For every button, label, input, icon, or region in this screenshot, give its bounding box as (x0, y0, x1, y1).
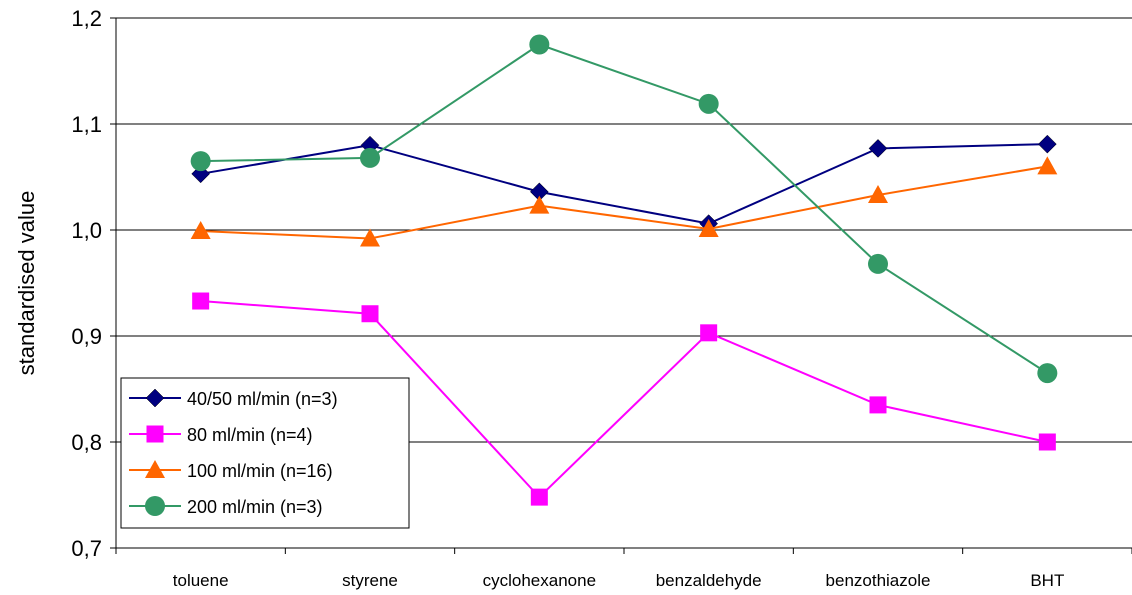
circle-marker (360, 147, 380, 168)
series-4 (190, 34, 1058, 384)
series-line (200, 165, 1048, 240)
circle-marker (190, 151, 211, 172)
x-tick-label: BHT (1030, 571, 1064, 590)
series-group (190, 34, 1058, 506)
legend-item: 200 ml/min (n=3) (129, 496, 323, 517)
triangle-marker (529, 195, 550, 214)
legend-box (120, 377, 410, 529)
legend-label: 40/50 ml/min (n=3) (187, 389, 338, 409)
series-line (200, 143, 1048, 225)
series-line (200, 300, 1048, 499)
circle-marker (1037, 363, 1058, 384)
y-tick-label: 1,0 (71, 218, 102, 243)
series-3 (190, 156, 1058, 247)
y-tick-label: 1,2 (71, 6, 102, 31)
circle-marker (868, 253, 888, 274)
triangle-marker (190, 221, 211, 240)
circle-marker (145, 496, 165, 516)
x-tick-label: cyclohexanone (483, 571, 596, 590)
y-tick-label: 0,9 (71, 324, 102, 349)
y-axis-ticks: 0,7 0,8 0,9 1,0 1,1 1,2 (71, 6, 116, 561)
legend-label: 100 ml/min (n=16) (187, 461, 333, 481)
diamond-marker (1037, 134, 1057, 154)
triangle-marker (1037, 156, 1058, 175)
square-marker (146, 425, 164, 443)
x-tick-label: benzothiazole (826, 571, 931, 590)
series-1 (191, 134, 1057, 233)
legend-label: 80 ml/min (n=4) (187, 425, 313, 445)
legend-label: 200 ml/min (n=3) (187, 497, 323, 517)
square-marker (700, 324, 718, 342)
diamond-marker (868, 139, 888, 158)
series-line (200, 43, 1048, 374)
square-marker (869, 396, 887, 414)
x-tick-label: benzaldehyde (656, 571, 762, 590)
circle-marker (529, 34, 550, 55)
triangle-marker (360, 228, 380, 247)
y-tick-label: 0,8 (71, 430, 102, 455)
legend-item: 40/50 ml/min (n=3) (129, 388, 338, 409)
triangle-marker (698, 218, 719, 237)
circle-marker (698, 93, 719, 114)
x-tick-label: styrene (342, 571, 398, 590)
x-axis-ticks: toluene styrene cyclohexanone benzaldehyde b… (115, 548, 1132, 590)
y-tick-label: 1,1 (71, 112, 102, 137)
square-marker (530, 488, 548, 506)
y-tick-label: 0,7 (71, 536, 102, 561)
grid-lines (116, 17, 1132, 443)
y-axis-title: standardised value (14, 191, 39, 376)
square-marker (192, 292, 210, 310)
square-marker (361, 305, 379, 323)
diamond-marker (145, 388, 165, 408)
triangle-marker (868, 185, 888, 204)
triangle-marker (145, 460, 165, 478)
x-tick-label: toluene (173, 571, 229, 590)
series-2 (192, 292, 1056, 506)
legend: 40/50 ml/min (n=3) 80 ml/min (n=4) 100 ml/… (120, 377, 410, 529)
square-marker (1038, 433, 1056, 451)
legend-item: 80 ml/min (n=4) (129, 425, 313, 445)
legend-item: 100 ml/min (n=16) (129, 460, 333, 481)
